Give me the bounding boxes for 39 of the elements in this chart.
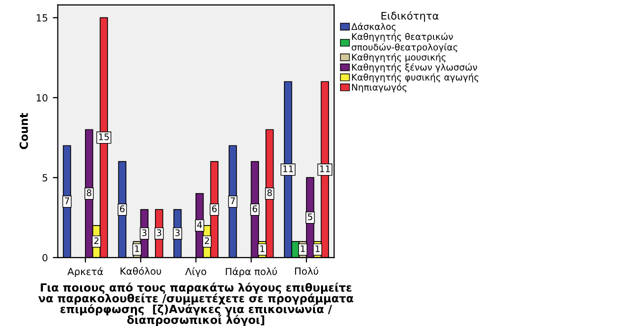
legend-label: Καθηγητής μουσικής [352, 53, 446, 62]
data-label: 1 [300, 245, 305, 252]
data-label: 8 [267, 189, 272, 196]
data-label: 2 [94, 237, 98, 244]
data-label: 3 [175, 229, 180, 236]
legend-label: Καθηγητής θεατρικών σπουδών-θεατρολογίας [352, 32, 458, 52]
x-tick-label: Καθόλου [120, 266, 162, 275]
y-tick-label: 15 [36, 14, 48, 22]
y-tick-label: 0 [42, 254, 48, 262]
legend-label: Δάσκαλος [351, 22, 396, 32]
data-label: 15 [99, 134, 109, 140]
data-label: 7 [64, 197, 70, 204]
x-tick-label: Αρκετά [67, 267, 103, 278]
data-label: 5 [308, 213, 312, 220]
legend-label: Νηπιαγωγός [352, 83, 406, 92]
data-label: 1 [316, 245, 320, 252]
legend-title: Ειδικότητα [382, 11, 439, 22]
data-label: 6 [120, 205, 125, 212]
data-label: 3 [142, 229, 147, 236]
data-label: 11 [320, 166, 330, 172]
y-tick-label: 10 [36, 94, 48, 102]
data-label: 2 [204, 237, 209, 244]
data-label: 6 [252, 205, 258, 212]
data-label: 11 [283, 166, 293, 172]
y-axis-title: Count [20, 113, 28, 150]
x-axis-title: Για ποιους από τους παρακάτω λόγους επιθυμείτε να παρακολουθείτε /συμμετέχετε σε προγράμματα επιμόρφωσης [ζ)Ανάγκες για επικοινωνία / διαπροσωπικοί λόγοι] [38, 282, 354, 326]
x-tick-label: Λίγο [185, 267, 206, 278]
y-tick-label: 5 [42, 174, 48, 182]
data-label: 3 [156, 229, 162, 236]
data-label: 6 [212, 205, 217, 212]
data-label: 1 [135, 245, 140, 252]
data-label: 7 [230, 197, 235, 204]
legend-label: Καθηγητής φυσικής αγωγής [352, 73, 478, 82]
x-tick-label: Πολύ [295, 266, 318, 275]
x-tick-label: Πάρα πολύ [226, 267, 277, 278]
legend-label: Καθηγητής ξένων γλωσσών [352, 63, 478, 72]
data-label: 4 [197, 221, 202, 228]
data-label: 8 [86, 189, 92, 196]
data-label: 1 [260, 245, 264, 252]
